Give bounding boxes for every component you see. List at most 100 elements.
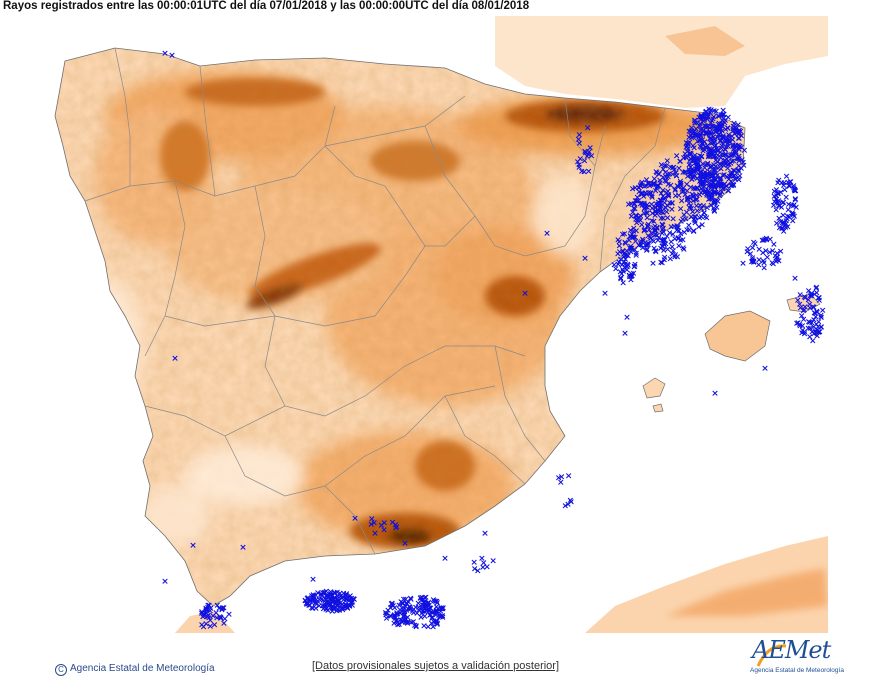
lightning-strike-marker: ×	[810, 330, 818, 340]
lightning-strike-marker: ×	[619, 278, 627, 288]
lightning-strike-marker: ×	[735, 167, 743, 177]
lightning-strike-marker: ×	[418, 604, 426, 614]
lightning-strike-marker: ×	[668, 199, 676, 209]
lightning-strike-marker: ×	[783, 215, 791, 225]
lightning-strike-marker: ×	[640, 192, 648, 202]
lightning-strike-marker: ×	[630, 269, 638, 279]
lightning-strike-marker: ×	[351, 595, 359, 605]
lightning-strike-marker: ×	[698, 221, 706, 231]
lightning-strike-marker: ×	[430, 596, 438, 606]
lightning-strike-marker: ×	[396, 620, 404, 630]
lightning-strike-marker: ×	[212, 609, 220, 619]
lightning-strike-marker: ×	[710, 152, 718, 162]
lightning-strike-marker: ×	[719, 117, 727, 127]
lightning-strike-marker: ×	[521, 289, 529, 299]
lightning-strike-marker: ×	[673, 172, 681, 182]
lightning-strike-marker: ×	[717, 121, 725, 131]
lightning-strike-marker: ×	[729, 141, 737, 151]
lightning-strike-marker: ×	[339, 603, 347, 613]
lightning-strike-marker: ×	[711, 174, 719, 184]
lightning-strike-marker: ×	[433, 608, 441, 618]
lightning-strike-marker: ×	[786, 178, 794, 188]
lightning-strike-marker: ×	[213, 614, 221, 624]
lightning-strike-marker: ×	[649, 259, 657, 269]
lightning-strike-marker: ×	[816, 327, 824, 337]
lightning-strike-marker: ×	[681, 228, 689, 238]
lightning-strike-marker: ×	[665, 180, 673, 190]
lightning-strike-marker: ×	[310, 595, 318, 605]
lightning-strike-marker: ×	[433, 617, 441, 627]
lightning-strike-marker: ×	[703, 213, 711, 223]
lightning-strike-marker: ×	[624, 261, 632, 271]
lightning-strike-marker: ×	[708, 176, 716, 186]
lightning-strike-marker: ×	[808, 318, 816, 328]
lightning-strike-marker: ×	[801, 328, 809, 338]
lightning-strike-marker: ×	[710, 189, 718, 199]
lightning-strike-marker: ×	[793, 319, 801, 329]
lightning-strike-marker: ×	[702, 108, 710, 118]
lightning-strike-marker: ×	[400, 595, 408, 605]
lightning-strike-marker: ×	[401, 610, 409, 620]
lightning-strike-marker: ×	[760, 258, 768, 268]
lightning-strike-marker: ×	[696, 191, 704, 201]
lightning-strike-marker: ×	[770, 240, 778, 250]
lightning-strike-marker: ×	[755, 245, 763, 255]
lightning-strike-marker: ×	[699, 112, 707, 122]
copyright-notice: C Agencia Estatal de Meteorología	[55, 663, 215, 676]
lightning-strike-marker: ×	[716, 119, 724, 129]
lightning-strike-marker: ×	[627, 242, 635, 252]
lightning-strike-marker: ×	[782, 217, 790, 227]
lightning-strike-marker: ×	[749, 255, 757, 265]
lightning-strike-marker: ×	[656, 199, 664, 209]
aemet-logo[interactable]: AEMet Agencia Estatal de Meteorología	[746, 636, 846, 686]
lightning-strike-marker: ×	[585, 147, 593, 157]
lightning-strike-marker: ×	[633, 249, 641, 259]
lightning-strike-marker: ×	[441, 554, 449, 564]
lightning-strike-marker: ×	[434, 604, 442, 614]
lightning-strike-marker: ×	[715, 152, 723, 162]
lightning-strike-marker: ×	[717, 148, 725, 158]
lightning-strike-marker: ×	[696, 201, 704, 211]
lightning-strike-marker: ×	[479, 563, 487, 573]
lightning-strike-marker: ×	[674, 223, 682, 233]
lightning-strike-marker: ×	[625, 236, 633, 246]
lightning-strike-marker: ×	[698, 153, 706, 163]
lightning-strike-marker: ×	[766, 235, 774, 245]
lightning-strike-marker: ×	[650, 237, 658, 247]
lightning-strike-marker: ×	[171, 354, 179, 364]
lightning-strike-marker: ×	[642, 182, 650, 192]
lightning-strike-marker: ×	[342, 591, 350, 601]
lightning-strike-marker: ×	[652, 168, 660, 178]
lightning-map[interactable]: ×× ××××××××××××××××××××××××××××××××××××××…	[25, 16, 828, 633]
lightning-strike-marker: ×	[677, 236, 685, 246]
lightning-strike-marker: ×	[629, 233, 637, 243]
lightning-strike-marker: ×	[687, 212, 695, 222]
lightning-strike-marker: ×	[685, 127, 693, 137]
lightning-strike-marker: ×	[438, 612, 446, 622]
lightning-strike-marker: ×	[688, 165, 696, 175]
lightning-strike-marker: ×	[724, 142, 732, 152]
lightning-strike-marker: ×	[421, 593, 429, 603]
lightning-strike-marker: ×	[652, 207, 660, 217]
lightning-strike-marker: ×	[712, 156, 720, 166]
lightning-strike-marker: ×	[691, 155, 699, 165]
lightning-strike-marker: ×	[716, 127, 724, 137]
lightning-strike-marker: ×	[715, 130, 723, 140]
lightning-strike-marker: ×	[704, 110, 712, 120]
lightning-strike-marker: ×	[703, 169, 711, 179]
lightning-strike-marker: ×	[721, 157, 729, 167]
lightning-strike-marker: ×	[696, 214, 704, 224]
lightning-strike-marker: ×	[710, 197, 718, 207]
lightning-strike-marker: ×	[687, 154, 695, 164]
lightning-strike-marker: ×	[696, 137, 704, 147]
lightning-strike-marker: ×	[806, 332, 814, 342]
lightning-strike-marker: ×	[427, 610, 435, 620]
lightning-strike-marker: ×	[814, 323, 822, 333]
lightning-strike-marker: ×	[704, 113, 712, 123]
lightning-strike-marker: ×	[308, 592, 316, 602]
lightning-strike-marker: ×	[350, 594, 358, 604]
lightning-strike-marker: ×	[702, 173, 710, 183]
lightning-strike-marker: ×	[655, 198, 663, 208]
lightning-strike-marker: ×	[790, 201, 798, 211]
lightning-strike-marker: ×	[675, 164, 683, 174]
